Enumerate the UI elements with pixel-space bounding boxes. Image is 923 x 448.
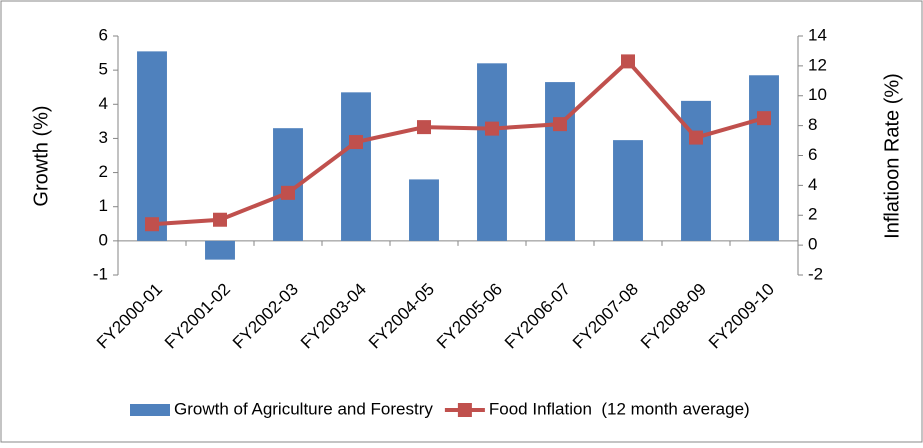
y2-tick-label: -2 xyxy=(808,264,823,283)
marker xyxy=(213,212,227,227)
marker xyxy=(485,121,499,136)
bar xyxy=(613,140,643,241)
line xyxy=(151,58,765,227)
marker xyxy=(689,130,703,145)
bar xyxy=(137,51,167,241)
y2-axis-label: Inflatioon Rate (%) xyxy=(881,73,903,239)
y2-tick-label: 0 xyxy=(808,235,817,254)
legend-swatch xyxy=(130,404,170,416)
legend-label: Growth of Agriculture and Forestry xyxy=(174,399,433,418)
y2-tick-label: 14 xyxy=(808,25,827,44)
marker xyxy=(349,135,363,150)
marker xyxy=(757,111,771,126)
bar xyxy=(749,75,779,241)
bar xyxy=(341,92,371,241)
marker xyxy=(417,120,431,135)
y2-tick-label: 8 xyxy=(808,115,817,134)
legend-swatch xyxy=(457,403,472,417)
y2-tick-label: 10 xyxy=(808,85,827,104)
y2-tick-label: 4 xyxy=(808,175,817,194)
marker xyxy=(145,217,159,232)
marker xyxy=(621,54,635,69)
bar xyxy=(681,100,711,241)
y2-tick-label: 12 xyxy=(808,55,827,74)
bar xyxy=(477,63,507,241)
y-tick-label: 5 xyxy=(99,60,108,79)
legend-label: Food Inflation (12 month average) xyxy=(489,399,750,418)
bar xyxy=(409,179,439,241)
y-tick-label: -1 xyxy=(93,264,108,283)
y-tick-label: 1 xyxy=(99,196,108,215)
y-tick-label: 4 xyxy=(99,94,108,113)
y-tick-label: 6 xyxy=(99,25,108,44)
y2-tick-label: 6 xyxy=(808,145,817,164)
y-axis-label: Growth (%) xyxy=(30,105,52,206)
bar xyxy=(545,82,575,241)
y-tick-label: 2 xyxy=(99,162,108,181)
marker xyxy=(553,117,567,132)
y2-tick-label: 2 xyxy=(808,205,817,224)
marker xyxy=(281,185,295,200)
bar xyxy=(205,240,235,260)
y-tick-label: 3 xyxy=(99,128,108,147)
y-tick-label: 0 xyxy=(99,230,108,249)
